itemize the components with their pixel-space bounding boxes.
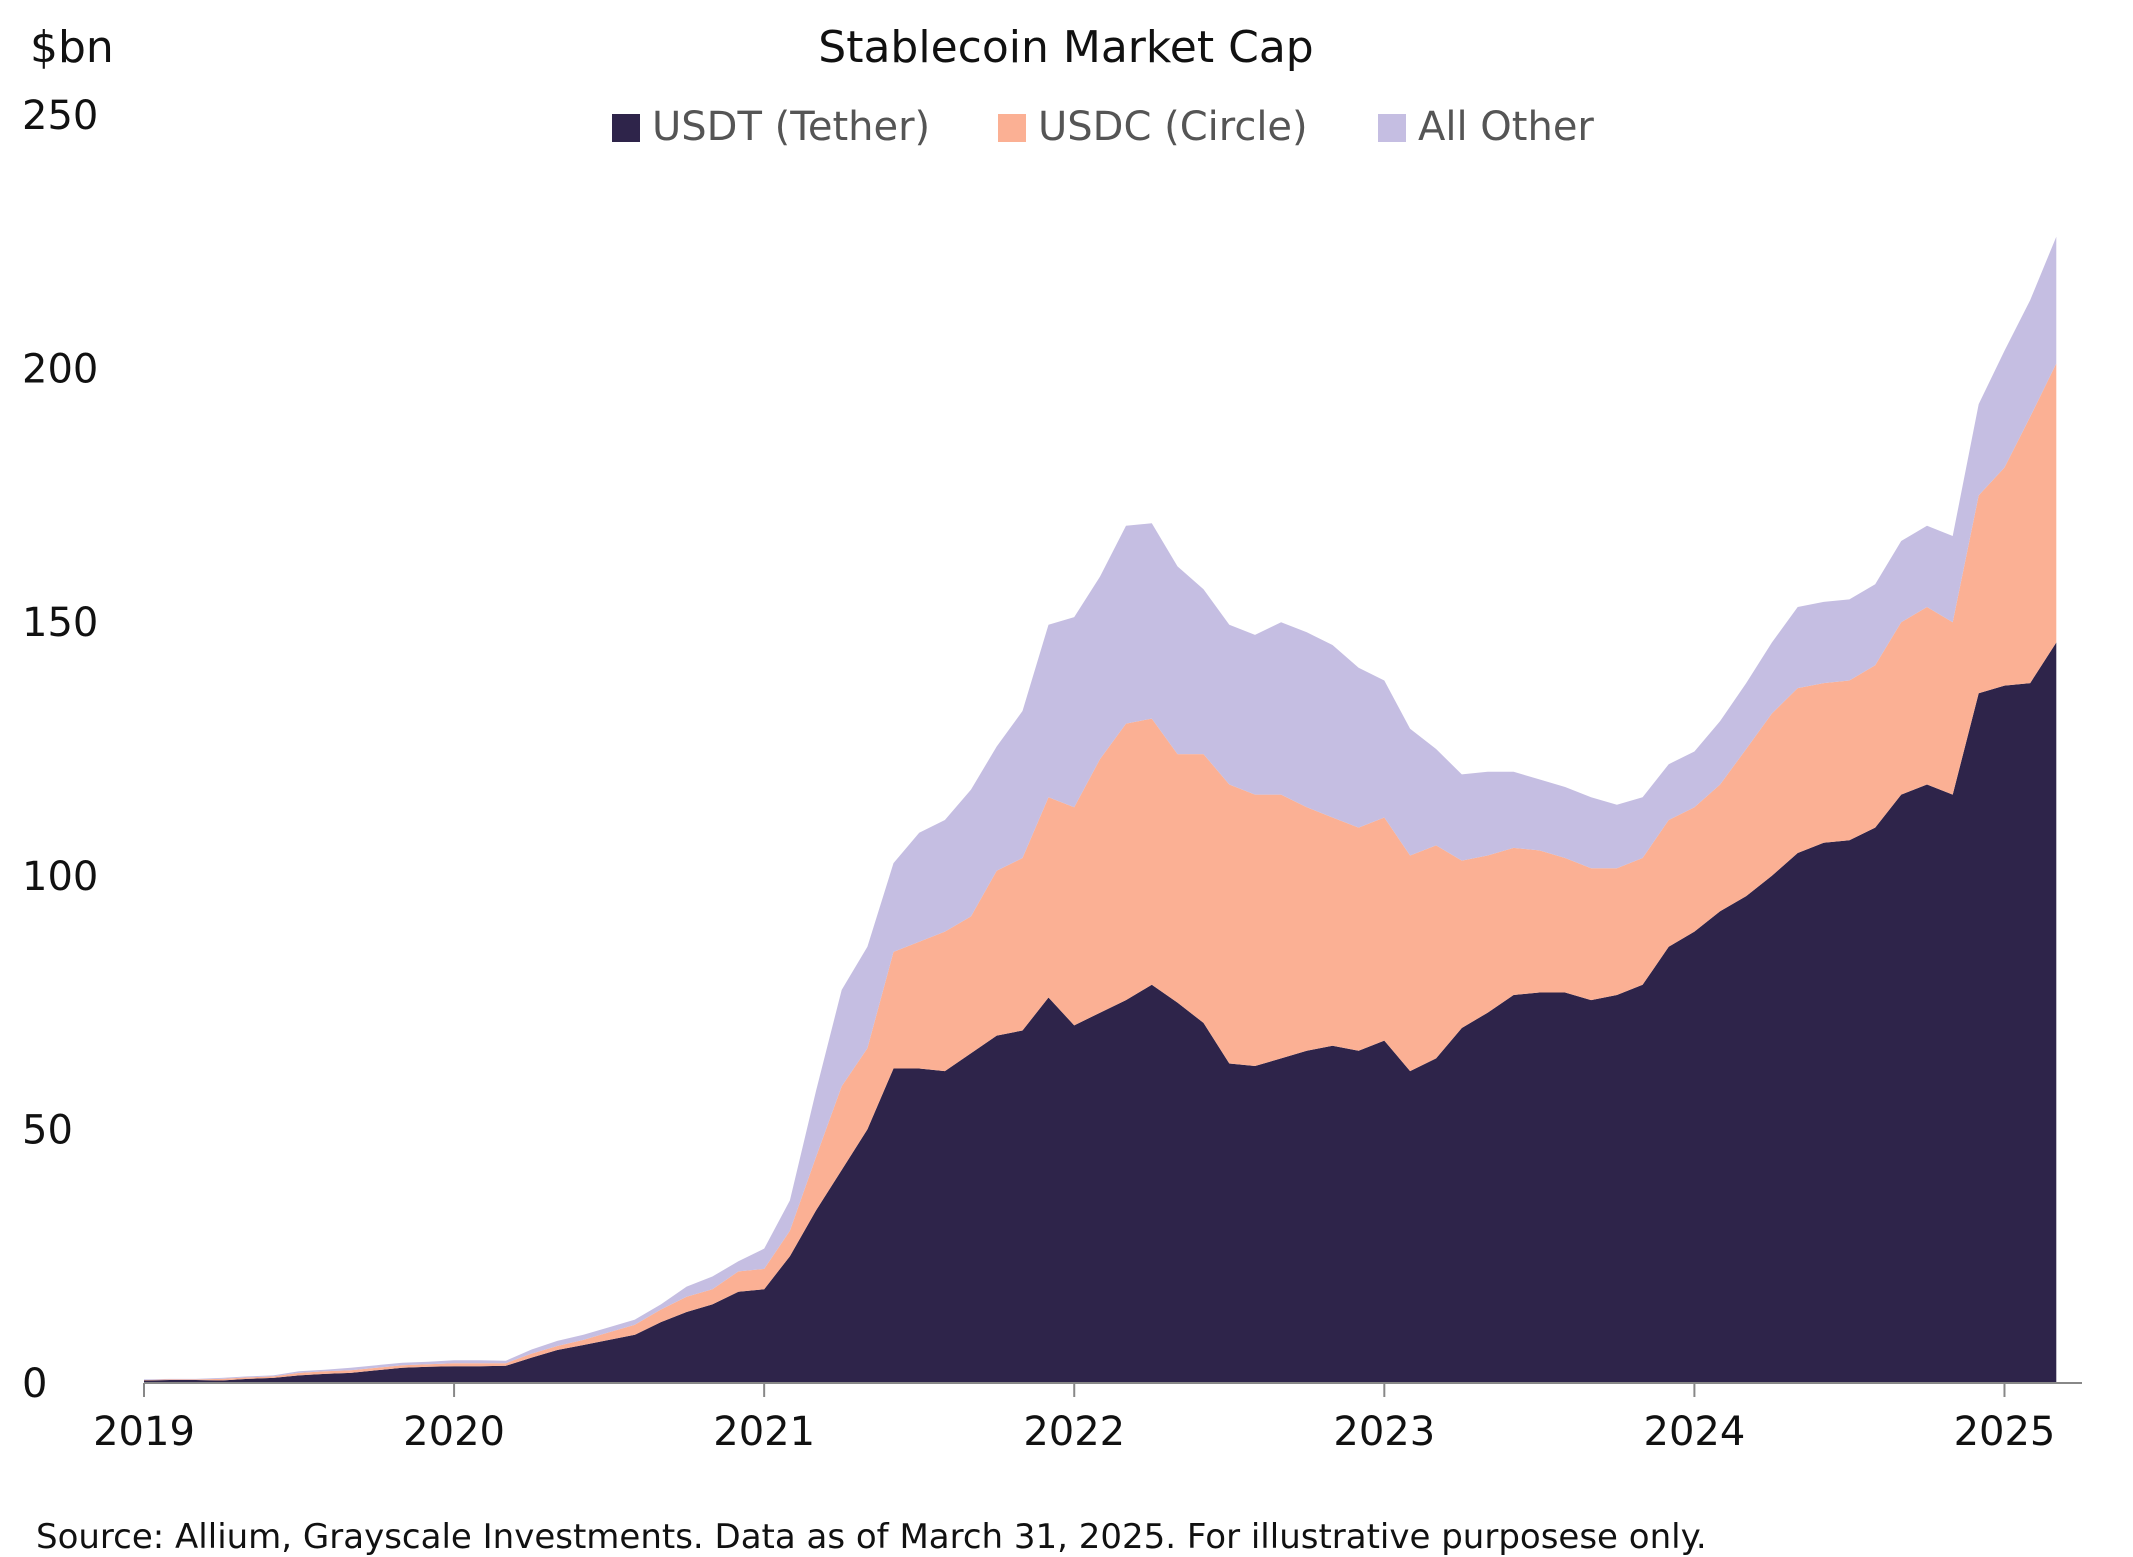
- legend-label: USDC (Circle): [1038, 104, 1308, 150]
- y-tick-label: 200: [22, 347, 98, 393]
- x-tick-label: 2022: [1023, 1409, 1125, 1455]
- x-tick-label: 2020: [403, 1409, 505, 1455]
- legend-swatch: [998, 114, 1026, 142]
- area-series-2: [144, 236, 2057, 1381]
- y-tick-label: 50: [22, 1107, 73, 1153]
- area-series: [144, 236, 2057, 1383]
- axes: 2019 2020 2021 2022 2023 2024 2025 0 50 100 150 200…: [22, 93, 2082, 1455]
- y-tick-label: 150: [22, 600, 98, 646]
- chart-title: Stablecoin Market Cap: [818, 22, 1313, 73]
- x-tick-label: 2025: [1954, 1409, 2056, 1455]
- y-tick-label: 100: [22, 854, 98, 900]
- legend: USDT (Tether) USDC (Circle) All Other: [612, 104, 1594, 150]
- legend-label: All Other: [1418, 104, 1594, 150]
- area-series-1: [144, 363, 2057, 1381]
- area-series-0: [144, 642, 2057, 1383]
- y-tick-label: 0: [22, 1361, 47, 1407]
- y-axis-label: $bn: [30, 22, 114, 73]
- x-tick-label: 2021: [713, 1409, 815, 1455]
- y-tick-label: 250: [22, 93, 98, 139]
- legend-label: USDT (Tether): [652, 104, 930, 150]
- legend-swatch: [612, 114, 640, 142]
- x-tick-label: 2023: [1333, 1409, 1435, 1455]
- x-tick-label: 2024: [1644, 1409, 1746, 1455]
- legend-swatch: [1378, 114, 1406, 142]
- source-note: Source: Allium, Grayscale Investments. D…: [36, 1517, 1707, 1557]
- x-tick-label: 2019: [93, 1409, 195, 1455]
